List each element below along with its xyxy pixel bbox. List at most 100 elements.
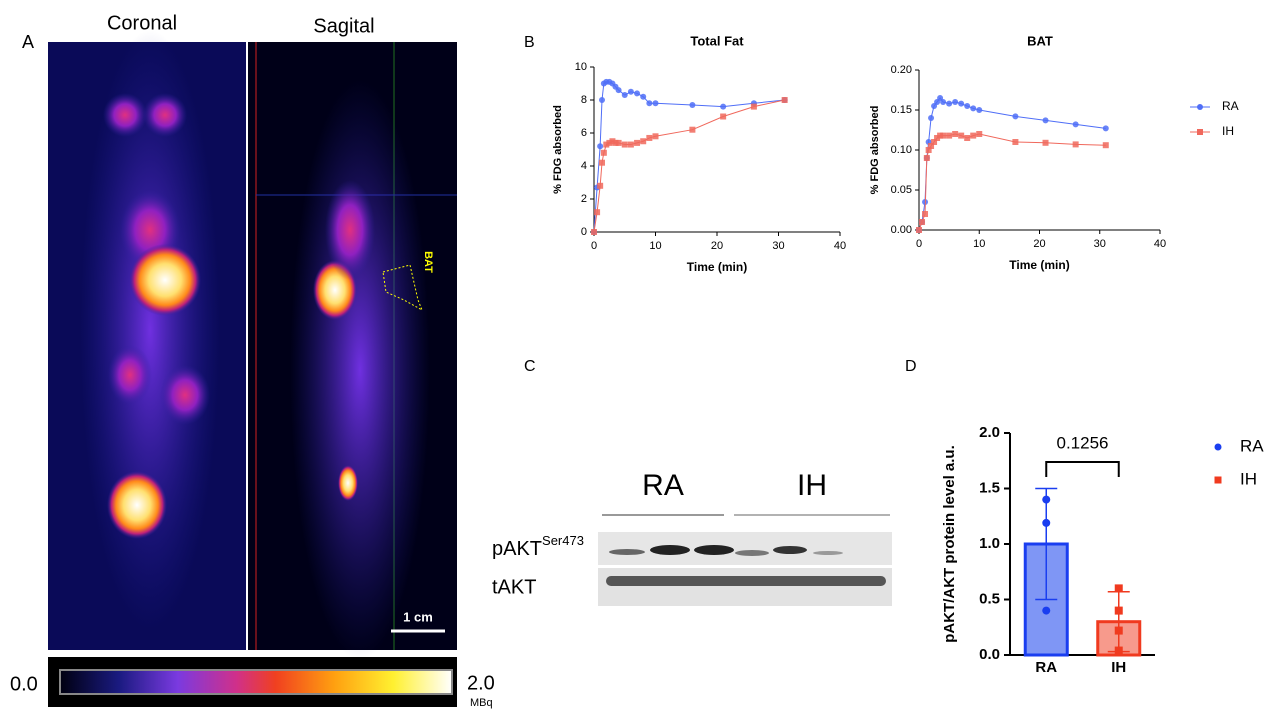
annotation: 0.1256 — [1057, 433, 1109, 452]
marker — [940, 132, 947, 139]
marker — [952, 99, 959, 105]
phospho-site: Ser473 — [542, 533, 584, 548]
marker — [652, 133, 659, 140]
protein: pAKT — [492, 538, 542, 560]
significance-bracket — [1045, 461, 1120, 477]
static-labels: A B C D Coronal Sagital BAT 1 cm 0.0 2.0… — [10, 12, 917, 709]
marker — [634, 139, 641, 146]
y-tick-label: 1.0 — [979, 535, 1000, 552]
y-tick-label: 10 — [575, 61, 587, 73]
marker — [931, 139, 938, 145]
x-tick-label: 30 — [772, 240, 784, 252]
marker — [946, 100, 953, 107]
marker — [640, 93, 647, 100]
x-tick-label: 40 — [834, 240, 846, 252]
marker — [652, 100, 659, 107]
marker — [781, 97, 788, 103]
x-tick-label: 40 — [1154, 238, 1166, 250]
marker — [720, 113, 727, 120]
marker — [916, 227, 922, 233]
marker — [1042, 606, 1051, 615]
marker — [964, 135, 971, 141]
scale-label: 1 cm — [403, 609, 433, 624]
x-axis-label: Time (min) — [687, 260, 747, 274]
y-tick-label: 6 — [581, 127, 587, 139]
marker — [970, 132, 977, 139]
chart-title: Total Fat — [690, 33, 744, 48]
marker — [606, 139, 613, 146]
roi-label: BAT — [422, 251, 434, 273]
y-axis-label: % FDG absorbed — [869, 106, 881, 195]
marker — [964, 103, 971, 109]
marker — [621, 141, 628, 148]
x-axis-label: Time (min) — [1009, 258, 1069, 272]
legend-label: RA — [1240, 436, 1264, 455]
marker — [976, 131, 983, 137]
blot-row-label: pAKTSer473 — [492, 533, 584, 560]
marker — [646, 100, 653, 107]
marker — [689, 101, 696, 108]
marker — [1042, 518, 1051, 527]
marker — [928, 143, 935, 149]
marker — [615, 139, 622, 146]
legend-label: IH — [1222, 124, 1234, 138]
blot-row-label: tAKT — [492, 576, 536, 598]
y-tick-label: 1.5 — [979, 479, 1000, 496]
series-line — [593, 99, 785, 233]
marker — [1114, 646, 1123, 655]
marker — [591, 229, 597, 235]
blot-group: IH — [797, 469, 827, 502]
panel-label: D — [905, 358, 917, 375]
marker — [689, 126, 696, 133]
marker — [922, 211, 929, 217]
x-tick-label: RA — [1035, 659, 1057, 676]
colorbar-max: 2.0 — [467, 672, 495, 694]
marker — [1012, 113, 1019, 120]
y-tick-label: 0 — [581, 226, 587, 238]
legend-label: IH — [1240, 469, 1257, 488]
y-tick-label: 0.10 — [891, 144, 912, 156]
x-tick-label: 20 — [711, 240, 723, 252]
y-tick-label: 0.15 — [891, 104, 912, 116]
x-tick-label: IH — [1111, 659, 1126, 676]
marker — [1214, 476, 1222, 484]
marker — [1114, 626, 1123, 635]
marker — [934, 135, 941, 141]
marker — [925, 147, 932, 153]
marker — [952, 131, 959, 137]
marker — [1102, 125, 1109, 132]
marker — [646, 134, 653, 141]
western-blot — [598, 514, 892, 606]
marker — [940, 99, 947, 105]
y-tick-label: 4 — [581, 160, 587, 172]
marker — [598, 97, 605, 103]
y-tick-label: 0.5 — [979, 590, 1000, 607]
marker — [621, 92, 628, 99]
marker — [958, 100, 965, 107]
panel-label: B — [524, 34, 535, 51]
marker — [1197, 104, 1203, 110]
marker — [919, 219, 926, 225]
y-tick-label: 0.0 — [979, 646, 1000, 663]
marker — [612, 139, 619, 146]
y-tick-label: 0.20 — [891, 64, 912, 76]
marker — [598, 159, 605, 166]
x-tick-label: 30 — [1094, 238, 1106, 250]
chart-title: BAT — [1027, 33, 1053, 48]
marker — [750, 103, 757, 110]
marker — [609, 138, 616, 145]
colorbar-min: 0.0 — [10, 673, 38, 695]
marker — [597, 182, 604, 189]
colorbar-unit: MBq — [470, 697, 493, 709]
marker — [923, 155, 930, 161]
marker — [720, 103, 727, 110]
marker — [627, 141, 634, 148]
marker — [594, 209, 601, 216]
marker — [634, 90, 641, 97]
marker — [597, 143, 604, 150]
x-tick-label: 0 — [591, 240, 597, 252]
series-line — [918, 97, 1106, 231]
marker — [970, 105, 977, 112]
marker — [1197, 129, 1203, 135]
